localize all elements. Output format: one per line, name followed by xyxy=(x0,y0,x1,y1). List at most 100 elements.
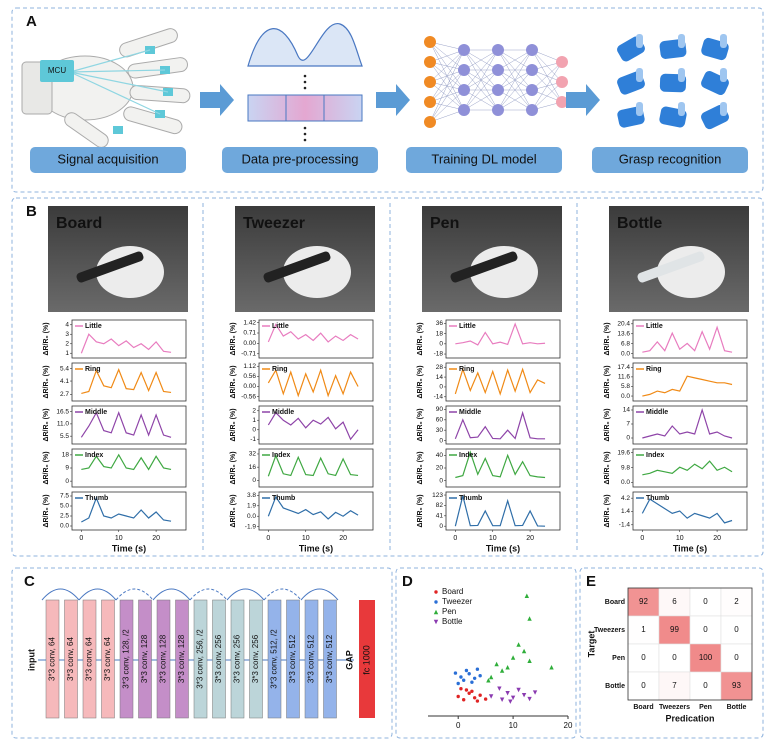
row-label: Pen xyxy=(612,655,625,662)
cell-value: 93 xyxy=(732,681,741,690)
y-tick-label: 5.5 xyxy=(60,433,69,440)
y-tick-label: -18 xyxy=(434,351,444,358)
cell-value: 7 xyxy=(672,681,677,690)
sensor-wire xyxy=(69,69,166,73)
plot-frame xyxy=(445,319,561,359)
plot-frame xyxy=(445,362,561,402)
panel-letter: A xyxy=(26,13,37,30)
cell-value: 0 xyxy=(734,653,739,662)
scatter-point xyxy=(456,681,460,686)
matrix-cell xyxy=(689,615,722,645)
nn-node xyxy=(492,64,504,76)
scatter-point xyxy=(488,694,494,699)
y-axis-label: ΔR/R₀ (%) xyxy=(43,494,50,527)
plot-frame xyxy=(258,491,374,531)
nn-edge xyxy=(531,81,563,111)
nn-node xyxy=(492,84,504,96)
row-label: Board xyxy=(605,599,625,606)
y-tick-label: 3 xyxy=(65,331,69,338)
y-tick-label: 60 xyxy=(436,417,444,424)
nn-node xyxy=(556,76,568,88)
layer-label: 3*3 conv, 128, /2 xyxy=(122,629,131,689)
nn-edge xyxy=(463,69,499,111)
scatter-point xyxy=(475,699,480,703)
plot-frame xyxy=(632,448,748,488)
legend-marker xyxy=(433,619,439,625)
matrix-cell xyxy=(658,615,691,645)
scatter-point xyxy=(497,686,502,691)
matrix-cell xyxy=(720,587,753,617)
y-tick-label: 14 xyxy=(436,374,444,381)
scatter-point xyxy=(494,661,499,667)
ellipsis-dot xyxy=(303,86,307,90)
nn-edge xyxy=(531,61,563,91)
nn-node xyxy=(424,96,436,108)
nn-edge xyxy=(497,49,533,111)
y-tick-label: 28 xyxy=(436,364,444,371)
scatter-point xyxy=(467,672,471,676)
y-tick-label: 0.00 xyxy=(243,340,256,347)
conv-layer xyxy=(82,599,97,719)
scatter-point xyxy=(549,665,554,670)
scatter-point xyxy=(464,688,469,692)
ellipsis-dot xyxy=(303,74,307,78)
scatter-point xyxy=(510,695,516,700)
y-tick-label: 1 xyxy=(252,417,256,424)
skip-connection xyxy=(263,588,302,601)
y-tick-label: 0 xyxy=(439,384,443,391)
finger-label: Index xyxy=(85,452,103,459)
y-axis-label: ΔR/R₀ (%) xyxy=(604,322,611,355)
conv-layer xyxy=(119,599,134,719)
matrix-frame xyxy=(627,587,753,701)
hand-icon-finger xyxy=(636,68,643,82)
nn-edge xyxy=(429,49,465,63)
cell-value: 0 xyxy=(734,625,739,634)
y-axis-label: ΔR/R₀ (%) xyxy=(417,408,424,441)
skip-connection xyxy=(152,588,191,601)
step-button xyxy=(222,147,378,173)
nn-node xyxy=(458,104,470,116)
nn-edge xyxy=(463,49,499,91)
conv-layer xyxy=(249,599,263,719)
ellipsis-dot xyxy=(303,80,307,84)
x-tick-label: 20 xyxy=(564,721,573,730)
ellipsis-dot xyxy=(303,138,307,142)
y-axis-label: ΔR/R₀ (%) xyxy=(417,322,424,355)
y-tick-label: 0.00 xyxy=(243,383,256,390)
scatter-point xyxy=(467,691,471,695)
y-tick-label: 1 xyxy=(65,350,69,357)
cell-value: 0 xyxy=(703,625,708,634)
y-tick-label: 20 xyxy=(436,465,444,472)
y-tick-label: 4.1 xyxy=(60,378,69,385)
panel-d-frame xyxy=(395,567,577,739)
scatter-point xyxy=(470,689,474,693)
glove-thumb xyxy=(64,112,109,148)
flow-arrow xyxy=(566,84,600,116)
scatter-point xyxy=(478,674,482,678)
hand-icon-finger xyxy=(678,34,685,48)
panel-b-frame xyxy=(11,197,764,557)
panel-a-frame xyxy=(11,7,764,193)
conv-layer xyxy=(323,599,337,719)
y-tick-label: 9.8 xyxy=(621,464,630,471)
layer-label: 3*3 conv, 512 xyxy=(307,634,316,683)
y-tick-label: 20.4 xyxy=(617,321,630,328)
col-label: Pen xyxy=(699,704,712,711)
mcu-box xyxy=(40,60,74,82)
x-tick-label: 20 xyxy=(152,535,160,542)
nn-edge xyxy=(463,49,499,71)
signal-line xyxy=(455,450,546,479)
legend-marker xyxy=(434,600,438,604)
y-tick-label: 0 xyxy=(626,435,630,442)
y-tick-label: 3.8 xyxy=(247,492,256,499)
y-tick-label: 18 xyxy=(436,330,444,337)
y-tick-label: 1.42 xyxy=(243,319,256,326)
signal-line xyxy=(642,460,733,476)
finger-label: Little xyxy=(646,323,663,330)
y-tick-label: 9 xyxy=(65,465,69,472)
conv-layer xyxy=(101,599,115,719)
scatter-point xyxy=(453,671,458,675)
conv-layer xyxy=(230,599,245,719)
step-button xyxy=(30,147,186,173)
layer-label: 3*3 conv, 64 xyxy=(66,637,75,681)
